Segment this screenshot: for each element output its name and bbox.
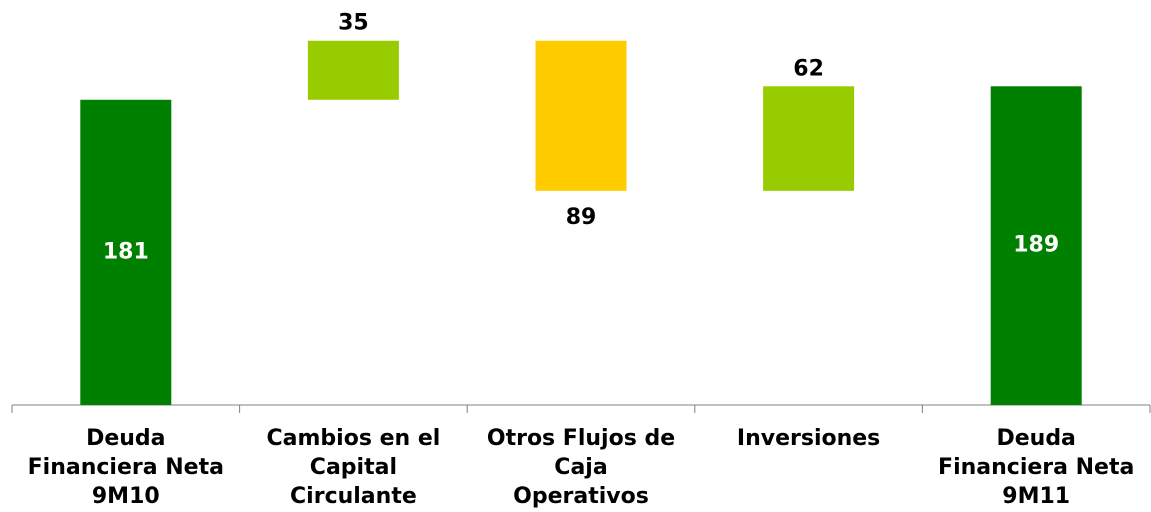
bar [307, 40, 399, 100]
value-label: 189 [1013, 233, 1059, 258]
x-tick-label: Cambios en el Capital Circulante [267, 426, 441, 509]
bar [535, 40, 627, 191]
bar [990, 86, 1082, 405]
x-tick-label: Deuda Financiera Neta 9M11 [938, 426, 1134, 509]
value-label: 89 [566, 205, 597, 230]
x-tick-label: Inversiones [737, 426, 880, 451]
value-label: 62 [793, 56, 824, 81]
bar [763, 86, 855, 191]
value-label: 181 [103, 239, 149, 264]
bar [80, 99, 172, 405]
value-label: 35 [338, 11, 369, 36]
x-tick-label: Otros Flujos de Caja Operativos [487, 426, 675, 509]
x-tick-label: Deuda Financiera Neta 9M10 [28, 426, 224, 509]
